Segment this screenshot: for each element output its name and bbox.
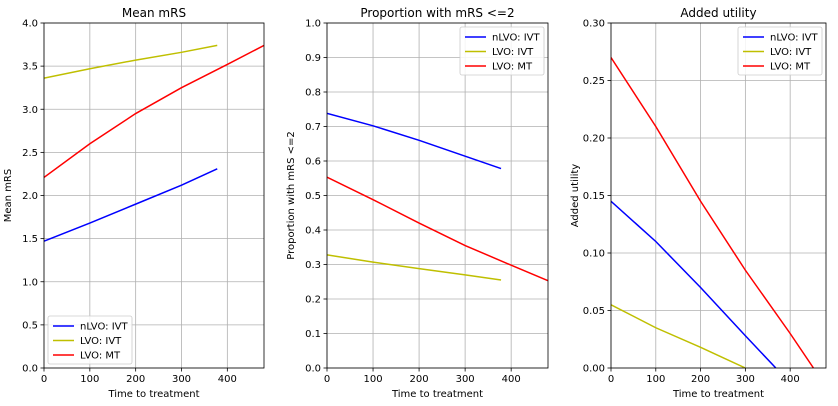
chart1-y-tick-label: 1.5 bbox=[22, 234, 38, 245]
chart1-y-tick-label: 4.0 bbox=[22, 19, 38, 30]
chart2-legend: nLVO: IVT LVO: IVT LVO: MT bbox=[459, 26, 545, 76]
chart2-y-tick-label: 0.8 bbox=[305, 88, 321, 99]
chart2-y-tick-label: 0.0 bbox=[305, 364, 321, 375]
chart1-y-tick-label: 0.0 bbox=[22, 364, 38, 375]
chart3-x-tick-label: 400 bbox=[781, 374, 800, 385]
chart1-legend: nLVO: IVT LVO: IVT LVO: MT bbox=[47, 315, 133, 365]
chart1-y-tick-label: 1.0 bbox=[22, 277, 38, 288]
chart3-x-tick-label: 100 bbox=[646, 374, 665, 385]
chart2-x-tick-label: 0 bbox=[324, 374, 330, 385]
chart3-legend-label-2: LVO: IVT bbox=[770, 47, 812, 58]
chart2-x-tick-label: 100 bbox=[363, 374, 382, 385]
chart2-series-line-1 bbox=[327, 112, 502, 170]
chart3-x-tick-label: 300 bbox=[736, 374, 755, 385]
chart1: 0 100 200 300 400 0.0 0.5 1.0 1.5 2.0 2.5 3.0 3.5 4.0… bbox=[3, 6, 265, 400]
chart2-y-axis-label: Proportion with mRS <=2 bbox=[286, 131, 297, 260]
chart3-y-tick-label: 0.00 bbox=[583, 364, 605, 375]
chart2-x-tick-label: 400 bbox=[502, 374, 521, 385]
chart1-y-tick-label: 3.0 bbox=[22, 105, 38, 116]
chart3-x-tick-label: 0 bbox=[608, 374, 614, 385]
chart1-x-tick-label: 400 bbox=[218, 374, 237, 385]
chart3-y-tick-label: 0.10 bbox=[583, 249, 605, 260]
chart3-y-tick-label: 0.30 bbox=[583, 19, 605, 30]
chart2-y-tick-label: 0.1 bbox=[305, 329, 321, 340]
chart3-series-line-3 bbox=[611, 57, 815, 368]
chart2-legend-box bbox=[459, 26, 545, 76]
chart2-x-tick-label: 300 bbox=[456, 374, 475, 385]
chart3-series-line-1 bbox=[611, 200, 777, 368]
chart2-title: Proportion with mRS <=2 bbox=[360, 6, 514, 20]
chart1-y-axis-label: Mean mRS bbox=[3, 169, 14, 222]
chart2-y-tick-label: 0.5 bbox=[305, 191, 321, 202]
chart2-y-tick-label: 0.4 bbox=[305, 226, 321, 237]
chart2-legend-label-1: nLVO: IVT bbox=[492, 33, 541, 44]
chart2-legend-label-2: LVO: IVT bbox=[492, 47, 534, 58]
chart2-y-tick-label: 0.3 bbox=[305, 260, 321, 271]
chart1-title: Mean mRS bbox=[122, 6, 186, 20]
chart3-y-tick-label: 0.15 bbox=[583, 191, 605, 202]
chart2-y-tick-label: 0.9 bbox=[305, 53, 321, 64]
chart3-y-tick-label: 0.05 bbox=[583, 306, 605, 317]
chart1-x-tick-label: 100 bbox=[80, 374, 99, 385]
chart3-y-tick-label: 0.20 bbox=[583, 134, 605, 145]
chart1-y-tick-label: 2.5 bbox=[22, 148, 38, 159]
chart1-legend-label-3: LVO: MT bbox=[80, 351, 121, 362]
chart1-x-tick-label: 300 bbox=[172, 374, 191, 385]
chart1-series-line-2 bbox=[44, 44, 218, 79]
chart2: 0 100 200 300 400 0.0 0.1 0.2 0.3 0.4 0.5 0.6 0.7 0.8… bbox=[286, 6, 549, 400]
chart2-y-tick-label: 0.7 bbox=[305, 122, 321, 133]
chart3-y-tick-label: 0.25 bbox=[583, 76, 605, 87]
chart3-legend-label-1: nLVO: IVT bbox=[770, 33, 819, 44]
chart1-series-line-1 bbox=[44, 168, 218, 242]
chart1-x-tick-label: 200 bbox=[126, 374, 145, 385]
chart2-y-tick-label: 0.2 bbox=[305, 295, 321, 306]
chart3-legend: nLVO: IVT LVO: IVT LVO: MT bbox=[737, 26, 823, 76]
chart2-y-tick-label: 1.0 bbox=[305, 19, 321, 30]
chart2-series-line-2 bbox=[327, 254, 502, 281]
chart2-y-tick-label: 0.6 bbox=[305, 157, 321, 168]
chart3-x-axis-label: Time to treatment bbox=[672, 389, 764, 400]
chart2-x-axis-label: Time to treatment bbox=[391, 389, 483, 400]
chart3-title: Added utility bbox=[680, 6, 756, 20]
chart1-x-axis-label: Time to treatment bbox=[107, 389, 199, 400]
chart2-x-tick-label: 200 bbox=[410, 374, 429, 385]
chart1-y-tick-label: 2.0 bbox=[22, 191, 38, 202]
chart1-series-line-3 bbox=[44, 44, 264, 178]
chart3-y-axis-label: Added utility bbox=[570, 164, 581, 228]
chart1-legend-label-1: nLVO: IVT bbox=[80, 322, 129, 333]
chart3-legend-box bbox=[737, 26, 823, 76]
chart3-series-line-2 bbox=[611, 304, 746, 368]
chart1-y-tick-label: 0.5 bbox=[22, 320, 38, 331]
chart2-series-line-3 bbox=[327, 176, 548, 282]
chart3-x-tick-label: 200 bbox=[691, 374, 710, 385]
chart1-legend-box bbox=[47, 315, 133, 365]
chart2-legend-label-3: LVO: MT bbox=[492, 62, 533, 73]
chart3: 0 100 200 300 400 0.00 0.05 0.10 0.15 0.20 0.25 0.3… bbox=[570, 6, 827, 400]
chart1-y-tick-label: 3.5 bbox=[22, 62, 38, 73]
chart3-legend-label-3: LVO: MT bbox=[770, 62, 811, 73]
chart1-legend-label-2: LVO: IVT bbox=[80, 336, 122, 347]
chart1-x-tick-label: 0 bbox=[41, 374, 47, 385]
